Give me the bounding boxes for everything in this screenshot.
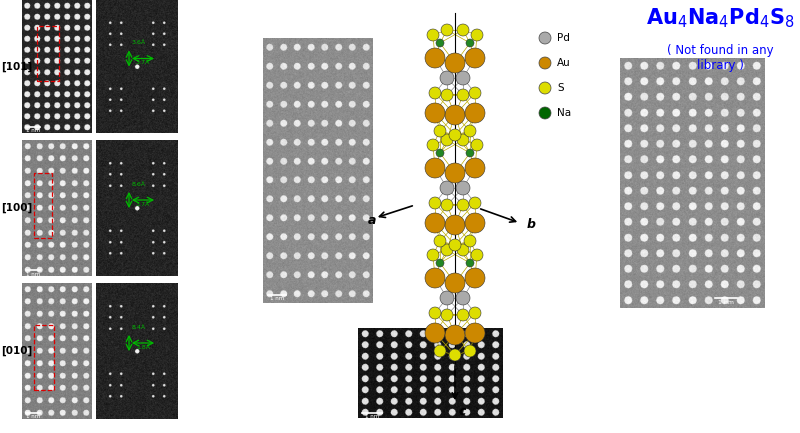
Circle shape: [466, 259, 474, 267]
Text: 3.7Å: 3.7Å: [136, 202, 150, 207]
Text: 8.6Å: 8.6Å: [132, 182, 146, 187]
Text: 1 nm: 1 nm: [26, 271, 40, 277]
Circle shape: [465, 323, 485, 343]
Text: Au$_4$Na$_4$Pd$_4$S$_8$: Au$_4$Na$_4$Pd$_4$S$_8$: [646, 6, 794, 30]
Circle shape: [440, 291, 454, 305]
Circle shape: [440, 71, 454, 85]
Text: S: S: [557, 83, 564, 93]
Text: ( Not found in any
library ): ( Not found in any library ): [666, 44, 774, 72]
Circle shape: [425, 103, 445, 123]
Circle shape: [436, 39, 444, 47]
Circle shape: [469, 197, 481, 209]
Circle shape: [539, 32, 551, 44]
Text: a: a: [368, 214, 376, 227]
Circle shape: [445, 163, 465, 183]
Circle shape: [539, 107, 551, 119]
Text: 1 nm: 1 nm: [365, 414, 379, 420]
Circle shape: [436, 259, 444, 267]
Circle shape: [471, 249, 483, 261]
Circle shape: [457, 89, 469, 101]
Circle shape: [465, 48, 485, 68]
Text: 3.6Å: 3.6Å: [132, 41, 146, 45]
Text: Na: Na: [557, 108, 571, 118]
Circle shape: [434, 345, 446, 357]
Text: 1 nm: 1 nm: [270, 297, 284, 301]
Bar: [37, 26, 59, 81]
Circle shape: [465, 268, 485, 288]
Circle shape: [465, 158, 485, 178]
Circle shape: [469, 307, 481, 319]
Circle shape: [471, 139, 483, 151]
Circle shape: [457, 24, 469, 36]
Text: c: c: [459, 405, 466, 418]
Text: 1 nm: 1 nm: [718, 300, 734, 304]
Circle shape: [441, 89, 453, 101]
Circle shape: [434, 235, 446, 247]
Circle shape: [471, 29, 483, 41]
Circle shape: [425, 158, 445, 178]
Circle shape: [457, 134, 469, 146]
Circle shape: [445, 53, 465, 73]
Circle shape: [429, 307, 441, 319]
Circle shape: [457, 309, 469, 321]
Circle shape: [434, 125, 446, 137]
Circle shape: [427, 249, 439, 261]
Bar: [34, 325, 54, 390]
Circle shape: [440, 181, 454, 195]
Text: Pd: Pd: [557, 33, 570, 43]
Text: 1 nm: 1 nm: [26, 129, 40, 133]
Circle shape: [445, 273, 465, 293]
Circle shape: [464, 235, 476, 247]
Circle shape: [465, 213, 485, 233]
Circle shape: [441, 24, 453, 36]
Circle shape: [465, 103, 485, 123]
Circle shape: [457, 244, 469, 256]
Circle shape: [425, 213, 445, 233]
Circle shape: [427, 139, 439, 151]
Circle shape: [429, 197, 441, 209]
Circle shape: [441, 199, 453, 211]
Text: b: b: [527, 219, 536, 232]
Circle shape: [441, 244, 453, 256]
Circle shape: [466, 149, 474, 157]
Circle shape: [539, 57, 551, 69]
Circle shape: [449, 239, 461, 251]
Circle shape: [456, 181, 470, 195]
Text: 8.4Å: 8.4Å: [132, 325, 146, 330]
Text: 3.7Å: 3.7Å: [136, 61, 150, 65]
Circle shape: [469, 87, 481, 99]
Circle shape: [425, 48, 445, 68]
Text: 1.8Å: 1.8Å: [136, 345, 150, 350]
Circle shape: [539, 82, 551, 94]
Circle shape: [466, 39, 474, 47]
Circle shape: [425, 268, 445, 288]
Circle shape: [441, 134, 453, 146]
Circle shape: [464, 345, 476, 357]
Circle shape: [445, 325, 465, 345]
Text: [100]: [100]: [1, 203, 32, 213]
Circle shape: [441, 309, 453, 321]
Circle shape: [425, 323, 445, 343]
Text: Au: Au: [557, 58, 570, 68]
Text: [010]: [010]: [1, 346, 32, 356]
Circle shape: [449, 129, 461, 141]
Bar: [34, 173, 52, 238]
Circle shape: [457, 199, 469, 211]
Text: 1 nm: 1 nm: [26, 414, 40, 420]
Circle shape: [445, 215, 465, 235]
Text: [101]: [101]: [1, 61, 32, 71]
Circle shape: [427, 29, 439, 41]
Circle shape: [464, 125, 476, 137]
Circle shape: [436, 149, 444, 157]
Circle shape: [429, 87, 441, 99]
Circle shape: [456, 71, 470, 85]
Circle shape: [456, 291, 470, 305]
Circle shape: [445, 105, 465, 125]
Circle shape: [449, 349, 461, 361]
